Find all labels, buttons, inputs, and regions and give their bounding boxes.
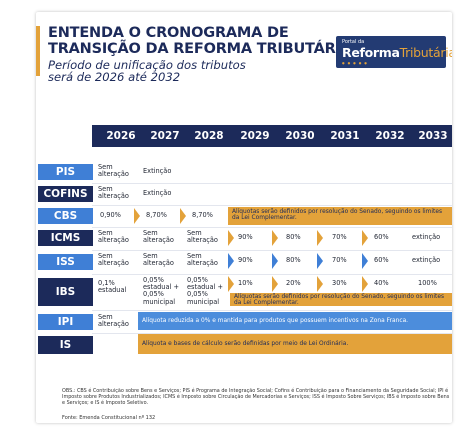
arrow-marker [272, 253, 278, 269]
row-divider [92, 274, 452, 275]
iss-2033: extinção [412, 256, 441, 264]
icms-2029: 90% [238, 233, 253, 241]
icms-2027: Sem alteração [143, 229, 174, 245]
arrow-marker [362, 276, 368, 292]
cbs-2027: 8,70% [146, 211, 167, 219]
icms-2031: 70% [332, 233, 347, 241]
iss-2030: 80% [286, 256, 301, 264]
year-2030: 2030 [285, 130, 315, 142]
ibs-2026: 0,1% estadual [98, 279, 127, 295]
row-divider [92, 183, 452, 184]
page-subtitle: Período de unificação dos tributos será … [48, 58, 308, 84]
page-title: ENTENDA O CRONOGRAMA DE TRANSIÇÃO DA REF… [48, 25, 352, 57]
arrow-marker [228, 253, 234, 269]
row-label-pis: PIS [38, 164, 93, 180]
ipi-2026: Sem alteração [98, 313, 129, 329]
row-divider [92, 250, 452, 251]
icms-2033: extinção [412, 233, 441, 241]
title-accent-bar [36, 26, 40, 76]
row-divider [92, 333, 452, 334]
year-2031: 2031 [330, 130, 360, 142]
iss-2028: Sem alteração [187, 252, 218, 268]
iss-2026: Sem alteração [98, 252, 129, 268]
arrow-marker [317, 230, 323, 246]
icms-2032: 60% [374, 233, 389, 241]
icms-2026: Sem alteração [98, 229, 129, 245]
arrow-marker [228, 230, 234, 246]
subtitle-line-2: será de 2026 até 2032 [48, 69, 181, 84]
arrow-marker [180, 208, 186, 224]
row-label-ipi: IPI [38, 314, 93, 330]
iss-2032: 60% [374, 256, 389, 264]
year-2027: 2027 [150, 130, 180, 142]
ibs-2032: 40% [374, 279, 389, 287]
logo-word-reforma: Reforma [342, 45, 400, 60]
source-note: Fonte: Emenda Constitucional nº 132 [62, 415, 156, 421]
ibs-2027: 0,05% estadual + 0,05% municipal [143, 276, 179, 306]
row-label-ibs: IBS [38, 278, 93, 306]
row-label-icms: ICMS [38, 230, 93, 246]
cbs-2028: 8,70% [192, 211, 213, 219]
ibs-2031: 30% [332, 279, 347, 287]
year-header: 2026 2027 2028 2029 2030 2031 2032 2033 [92, 125, 452, 147]
iss-2029: 90% [238, 256, 253, 264]
cbs-2026: 0,90% [100, 211, 121, 219]
arrow-marker [362, 230, 368, 246]
arrow-marker [272, 230, 278, 246]
year-2033: 2033 [418, 130, 448, 142]
iss-2031: 70% [332, 256, 347, 264]
iss-2027: Sem alteração [143, 252, 174, 268]
ibs-2033: 100% [418, 279, 437, 287]
logo-small-text: Portal da [342, 39, 365, 45]
arrow-marker [134, 208, 140, 224]
logo-word-tributaria: Tributária [399, 45, 452, 60]
row-label-iss: ISS [38, 254, 93, 270]
year-2032: 2032 [375, 130, 405, 142]
arrow-marker [317, 253, 323, 269]
pis-2027: Extinção [143, 167, 172, 175]
logo-dots: ● ● ● ● ● [342, 61, 368, 65]
logo-main-text: ReformaTributária [342, 45, 452, 60]
year-2028: 2028 [194, 130, 224, 142]
cofins-2026: Sem alteração [98, 185, 129, 201]
arrow-marker [228, 276, 234, 292]
ibs-note-band: Alíquotas serão definidos por resolução … [230, 293, 452, 306]
icms-2028: Sem alteração [187, 229, 218, 245]
row-label-cofins: COFINS [38, 186, 93, 202]
ipi-note-band: Alíquota reduzida a 0% e mantida para pr… [138, 312, 452, 330]
arrow-marker [272, 276, 278, 292]
pis-2026: Sem alteração [98, 163, 129, 179]
brand-logo: Portal da ReformaTributária ● ● ● ● ● [336, 36, 452, 68]
title-line-1: ENTENDA O CRONOGRAMA DE [48, 25, 289, 41]
is-note-band: Alíquota e bases de cálculo serão defini… [138, 334, 452, 354]
ibs-2030: 20% [286, 279, 301, 287]
ibs-2028: 0,05% estadual + 0,05% municipal [187, 276, 223, 306]
year-2029: 2029 [240, 130, 270, 142]
row-divider [92, 310, 452, 311]
row-divider [92, 227, 452, 228]
arrow-marker [317, 276, 323, 292]
row-label-is: IS [38, 336, 93, 354]
icms-2030: 80% [286, 233, 301, 241]
arrow-marker [362, 253, 368, 269]
ibs-2029: 10% [238, 279, 253, 287]
title-line-2: TRANSIÇÃO DA REFORMA TRIBUTÁRIA [48, 40, 352, 57]
infographic-card: ENTENDA O CRONOGRAMA DE TRANSIÇÃO DA REF… [36, 12, 452, 423]
year-2026: 2026 [106, 130, 136, 142]
row-divider [92, 205, 452, 206]
row-label-cbs: CBS [38, 208, 93, 224]
subtitle-line-1: Período de unificação dos tributos [48, 58, 246, 72]
cofins-2027: Extinção [143, 189, 172, 197]
cbs-note-band: Alíquotas serão definidos por resolução … [228, 207, 452, 225]
footnote: OBS.: CBS é Contribuição sobre Bens e Se… [62, 388, 450, 406]
